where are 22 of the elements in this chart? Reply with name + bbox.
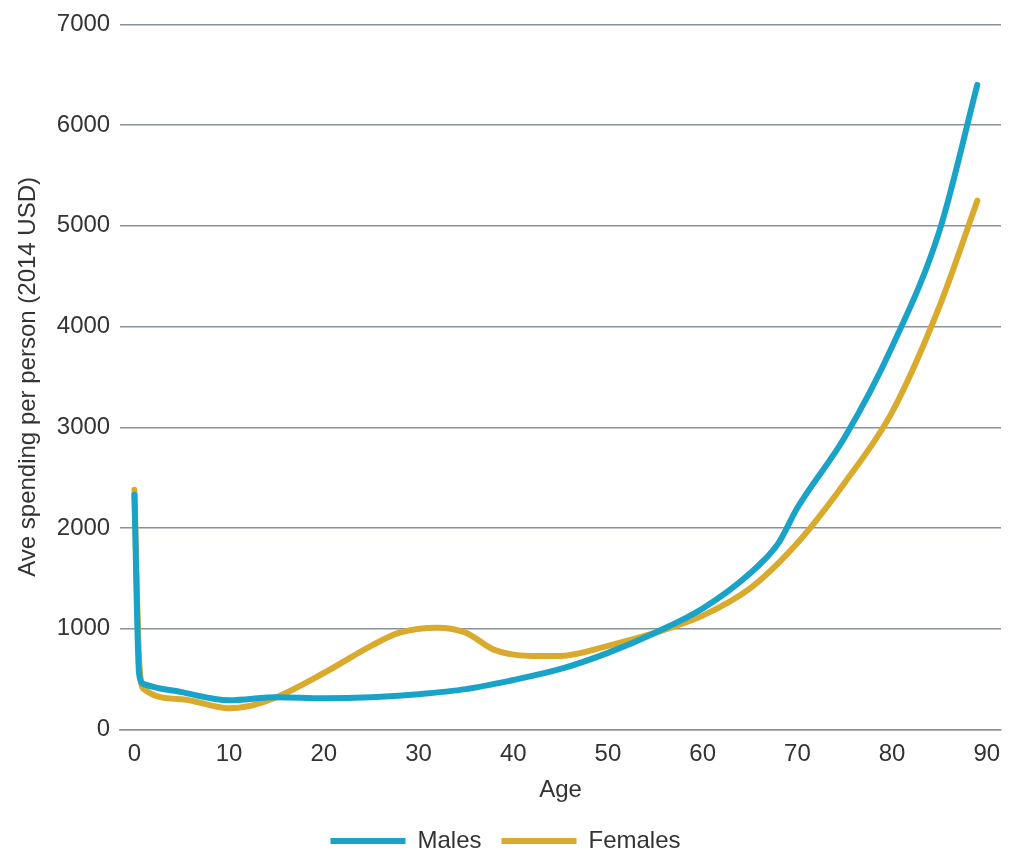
y-tick-label: 5000 bbox=[56, 210, 111, 238]
x-tick-label: 20 bbox=[310, 739, 338, 767]
x-axis-title: Age bbox=[539, 775, 582, 803]
y-tick-label: 4000 bbox=[56, 311, 111, 339]
y-tick-label: 1000 bbox=[56, 613, 111, 641]
x-tick-label: 60 bbox=[689, 739, 717, 767]
y-tick-label: 2000 bbox=[56, 512, 111, 540]
x-tick-label: 40 bbox=[499, 739, 527, 767]
legend-label: Females bbox=[588, 825, 681, 853]
y-axis-title: Ave spending per person (2014 USD) bbox=[13, 177, 41, 577]
x-tick-label: 90 bbox=[973, 739, 1001, 767]
y-tick-label: 7000 bbox=[56, 9, 111, 37]
x-tick-label: 80 bbox=[878, 739, 906, 767]
x-tick-label: 10 bbox=[215, 739, 243, 767]
x-tick-label: 0 bbox=[127, 739, 142, 767]
x-tick-label: 50 bbox=[594, 739, 622, 767]
y-tick-label: 6000 bbox=[56, 109, 111, 137]
x-tick-label: 70 bbox=[784, 739, 811, 767]
y-tick-label: 0 bbox=[96, 714, 111, 742]
y-tick-label: 3000 bbox=[56, 411, 111, 439]
x-tick-label: 30 bbox=[405, 739, 432, 767]
legend-label: Males bbox=[417, 825, 482, 853]
